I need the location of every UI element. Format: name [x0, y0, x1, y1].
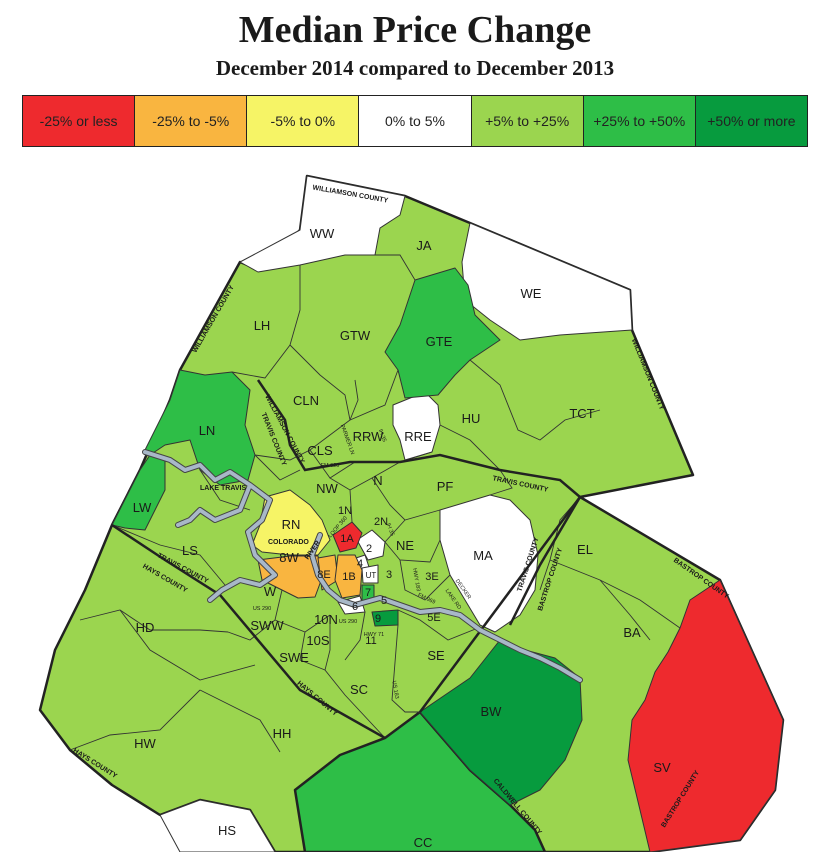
label-us290-w: US 290: [253, 606, 271, 612]
label-4: 4: [357, 558, 363, 570]
label-hwy183: HWY 183: [411, 568, 421, 592]
label-3: 3: [386, 569, 392, 581]
label-ln: LN: [199, 423, 216, 438]
label-we: WE: [521, 286, 542, 301]
label-cln: CLN: [293, 393, 319, 408]
legend-item-very-strong-gain: +50% or more: [695, 96, 807, 146]
legend-item-severe-decline: -25% or less: [23, 96, 136, 146]
label-tct: TCT: [569, 406, 594, 421]
label-colorado: COLORADO: [268, 539, 309, 546]
label-10n: 10N: [314, 612, 338, 627]
label-1b: 1B: [342, 571, 355, 583]
label-7: 7: [365, 587, 371, 599]
label-rrw: RRW: [353, 429, 385, 444]
label-ja: JA: [416, 238, 432, 253]
legend-item-slight-decline: -5% to 0%: [247, 96, 360, 146]
label-ne: NE: [396, 538, 414, 553]
area-ut[interactable]: [361, 564, 379, 584]
label-el: EL: [577, 542, 593, 557]
label-i35-s: IH 35: [385, 522, 395, 536]
legend-item-strong-gain: +25% to +50%: [583, 96, 696, 146]
area-rn[interactable]: [251, 489, 331, 556]
label-sv: SV: [653, 760, 671, 775]
label-nw: NW: [316, 481, 338, 496]
label-cls: CLS: [307, 443, 333, 458]
label-lw: LW: [133, 500, 152, 515]
label-se: SE: [427, 648, 445, 663]
label-hd: HD: [136, 620, 155, 635]
label-ma: MA: [473, 548, 493, 563]
area-ww[interactable]: [239, 175, 406, 273]
label-w: W: [264, 584, 277, 599]
area-8w[interactable]: [257, 555, 323, 599]
page-subtitle: December 2014 compared to December 2013: [215, 56, 615, 80]
label-lake-travis: LAKE TRAVIS: [200, 485, 246, 492]
label-8e: 8E: [317, 569, 330, 581]
label-10s: 10S: [306, 633, 329, 648]
label-11: 11: [365, 635, 376, 647]
label-swe: SWE: [279, 650, 309, 665]
label-n: N: [373, 473, 382, 488]
area-hs[interactable]: [159, 799, 276, 852]
legend-item-decline: -25% to -5%: [135, 96, 248, 146]
label-i35-n: IH 35: [377, 428, 387, 442]
area-1b[interactable]: [334, 554, 363, 599]
label-rre: RRE: [404, 429, 432, 444]
label-hs: HS: [218, 823, 236, 838]
area-1a[interactable]: [332, 521, 363, 553]
label-8w: 8W: [279, 550, 299, 565]
label-bw: BW: [481, 704, 503, 719]
label-hw: HW: [134, 736, 156, 751]
label-us183-s: US 183: [390, 680, 399, 699]
label-ut: UT: [366, 571, 377, 580]
label-gte: GTE: [426, 334, 453, 349]
label-2: 2: [366, 543, 372, 555]
label-3e: 3E: [425, 571, 438, 583]
label-9: 9: [375, 613, 381, 625]
label-us290-e: US 290: [339, 619, 357, 625]
label-5e: 5E: [427, 612, 440, 624]
label-hh: HH: [273, 726, 292, 741]
label-pf: PF: [437, 479, 454, 494]
label-6: 6: [352, 601, 358, 613]
label-sc: SC: [350, 682, 368, 697]
label-ba: BA: [623, 625, 641, 640]
label-gtw: GTW: [340, 328, 371, 343]
label-ls: LS: [182, 543, 198, 558]
legend-item-moderate-gain: +5% to +25%: [471, 96, 584, 146]
area-gte[interactable]: [384, 267, 501, 399]
label-2n: 2N: [374, 516, 388, 528]
legend-item-flat: 0% to 5%: [359, 96, 472, 146]
area-2[interactable]: [356, 529, 386, 561]
page-title: Median Price Change: [238, 9, 592, 51]
label-fm620: FM 620: [321, 463, 340, 469]
legend: -25% or less -25% to -5% -5% to 0% 0% to…: [22, 95, 808, 147]
label-1a: 1A: [340, 533, 354, 545]
label-hwy71: HWY 71: [364, 632, 384, 638]
label-lh: LH: [254, 318, 271, 333]
label-hu: HU: [462, 411, 481, 426]
label-ww: WW: [310, 226, 335, 241]
label-5: 5: [381, 595, 387, 607]
label-sww: SWW: [250, 618, 284, 633]
area-sv[interactable]: [627, 579, 784, 852]
area-bw[interactable]: [419, 639, 583, 806]
label-cc: CC: [414, 835, 433, 850]
area-we[interactable]: [461, 222, 633, 341]
label-1n: 1N: [338, 505, 352, 517]
label-rn: RN: [282, 517, 301, 532]
